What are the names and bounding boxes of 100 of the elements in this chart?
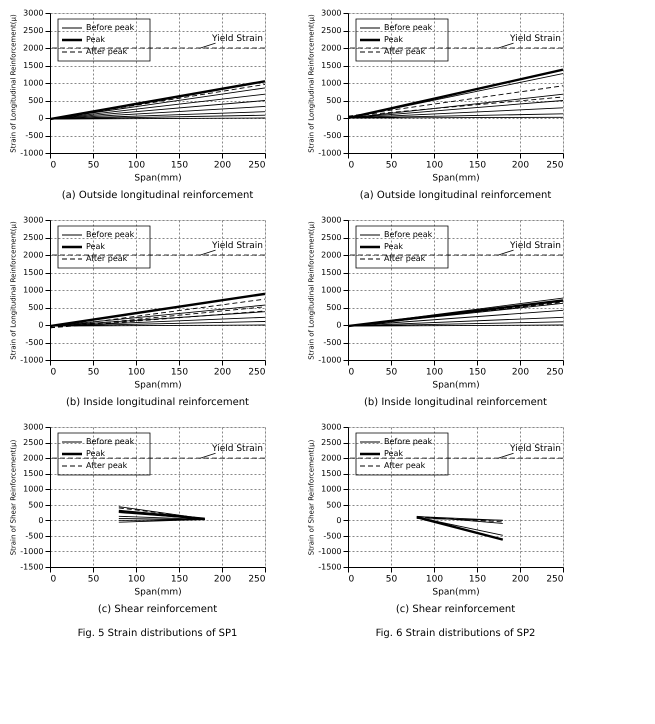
y-tick-label: -1000 xyxy=(318,546,342,556)
x-tick-label: 100 xyxy=(128,574,146,584)
legend-label: Peak xyxy=(384,242,404,251)
y-tick-label: -500 xyxy=(25,531,44,540)
x-tick-label: 100 xyxy=(128,160,146,170)
y-tick-label: 2500 xyxy=(23,26,44,35)
legend-label: After peak xyxy=(384,461,426,470)
ref-line-label: Yield Strain xyxy=(509,241,561,251)
y-tick-label: -500 xyxy=(323,338,342,347)
y-tick-label: 0 xyxy=(38,320,44,330)
ref-line-label: Yield Strain xyxy=(211,444,263,454)
x-tick-label: 0 xyxy=(50,160,56,170)
x-tick-label: 100 xyxy=(426,160,444,170)
x-axis-title: Span(mm) xyxy=(432,380,480,390)
x-tick-label: 50 xyxy=(88,160,100,170)
y-tick-label: 2000 xyxy=(321,454,342,463)
x-tick-label: 100 xyxy=(426,368,444,378)
y-tick-label: 1000 xyxy=(321,78,342,88)
legend-label: Before peak xyxy=(86,230,135,239)
y-tick-label: -1500 xyxy=(20,562,44,572)
x-tick-label: 150 xyxy=(170,368,188,378)
y-tick-label: 2500 xyxy=(23,233,44,242)
x-tick-label: 50 xyxy=(386,574,398,584)
y-tick-label: 2000 xyxy=(321,44,342,52)
legend-label: Before peak xyxy=(86,23,135,32)
ref-line-label: Yield Strain xyxy=(509,444,561,454)
y-tick-label: 500 xyxy=(28,96,44,105)
y-tick-label: 2500 xyxy=(23,438,44,448)
legend-label: After peak xyxy=(86,461,128,470)
legend-label: Peak xyxy=(384,449,404,458)
y-tick-label: -500 xyxy=(323,131,342,140)
y-tick-label: -1000 xyxy=(318,356,342,364)
y-tick-label: 2000 xyxy=(23,454,44,463)
y-tick-label: 3000 xyxy=(321,8,342,18)
legend-label: After peak xyxy=(86,47,128,56)
y-tick-label: 500 xyxy=(326,303,342,312)
x-tick-label: 200 xyxy=(214,160,232,170)
y-tick-label: 3000 xyxy=(321,216,342,224)
legend-label: After peak xyxy=(384,254,426,263)
legend-label: Before peak xyxy=(384,23,433,32)
text: (b) Inside longitudinal reinforcement xyxy=(66,397,250,408)
legend-label: Peak xyxy=(86,242,106,251)
y-tick-label: 1500 xyxy=(23,268,44,277)
ref-line-label: Yield Strain xyxy=(211,34,263,44)
y-tick-label: 500 xyxy=(28,303,44,312)
x-tick-label: 100 xyxy=(128,368,146,378)
y-tick-label: 0 xyxy=(38,516,44,525)
y-tick-label: 1000 xyxy=(23,286,44,294)
y-tick-label: 500 xyxy=(326,500,342,510)
legend-label: Peak xyxy=(86,35,106,44)
y-tick-label: 1500 xyxy=(321,268,342,277)
x-tick-label: 200 xyxy=(214,574,232,584)
y-tick-label: 2500 xyxy=(321,233,342,242)
y-tick-label: 3000 xyxy=(23,8,44,18)
y-tick-label: 1000 xyxy=(321,286,342,294)
legend-label: Peak xyxy=(86,449,106,458)
y-tick-label: 1500 xyxy=(321,469,342,478)
caption: Fig. 6 Strain distributions of SP2 xyxy=(376,628,536,639)
x-tick-label: 250 xyxy=(546,160,564,170)
x-tick-label: 150 xyxy=(468,574,486,584)
y-tick-label: -500 xyxy=(323,531,342,540)
y-tick-label: 0 xyxy=(336,320,342,330)
x-tick-label: 200 xyxy=(512,160,530,170)
y-tick-label: -1000 xyxy=(318,148,342,158)
y-tick-label: 3000 xyxy=(321,422,342,432)
y-tick-label: -1500 xyxy=(318,562,342,572)
y-tick-label: 2500 xyxy=(321,438,342,448)
x-tick-label: 0 xyxy=(348,574,354,584)
legend-label: After peak xyxy=(384,47,426,56)
x-tick-label: 0 xyxy=(348,160,354,170)
y-tick-label: 1500 xyxy=(23,61,44,70)
x-axis-title: Span(mm) xyxy=(134,174,182,184)
y-tick-label: -1000 xyxy=(20,546,44,556)
y-tick-label: 2000 xyxy=(321,250,342,260)
text: (c) Shear reinforcement xyxy=(98,604,218,615)
x-tick-label: 0 xyxy=(50,368,56,378)
legend-label: Peak xyxy=(384,35,404,44)
x-tick-label: 250 xyxy=(248,574,266,584)
x-tick-label: 50 xyxy=(386,160,398,170)
caption: Fig. 5 Strain distributions of SP1 xyxy=(78,628,238,639)
text: (b) Inside longitudinal reinforcement xyxy=(364,397,548,408)
x-tick-label: 150 xyxy=(468,160,486,170)
y-tick-label: 500 xyxy=(326,96,342,105)
x-tick-label: 50 xyxy=(88,574,100,584)
text: (c) Shear reinforcement xyxy=(396,604,516,615)
ref-line-label: Yield Strain xyxy=(211,241,263,251)
x-tick-label: 200 xyxy=(512,368,530,378)
x-tick-label: 250 xyxy=(248,160,266,170)
x-axis-title: Span(mm) xyxy=(134,380,182,390)
y-tick-label: 1000 xyxy=(321,484,342,494)
x-axis-title: Span(mm) xyxy=(432,588,480,598)
ref-line-label: Yield Strain xyxy=(509,34,561,44)
y-tick-label: 1500 xyxy=(321,61,342,70)
y-tick-label: 1000 xyxy=(23,78,44,88)
x-tick-label: 200 xyxy=(512,574,530,584)
text: (a) Outside longitudinal reinforcement xyxy=(62,190,254,201)
legend-label: Before peak xyxy=(86,437,135,446)
y-tick-label: 0 xyxy=(336,516,342,525)
y-tick-label: 3000 xyxy=(23,422,44,432)
x-tick-label: 50 xyxy=(386,368,398,378)
